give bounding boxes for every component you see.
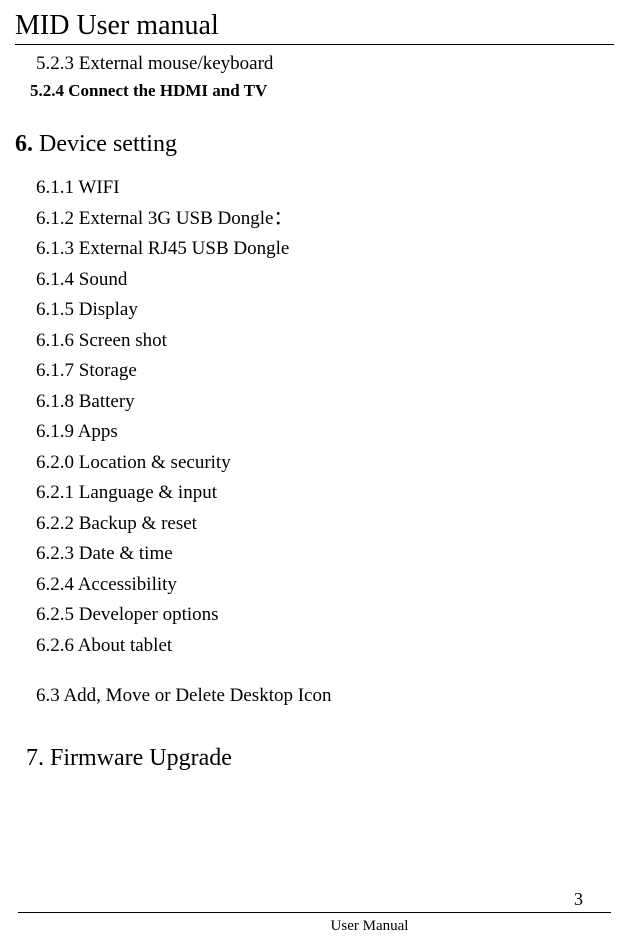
toc-num: 5.2.4 [30, 81, 64, 100]
toc-num: 6.2.2 [36, 513, 74, 534]
toc-text: About tablet [78, 635, 172, 656]
toc-text: Date & time [79, 543, 173, 564]
toc-item: 5.2.3 External mouse/keyboard [0, 53, 629, 75]
toc-text: External mouse/keyboard [79, 53, 274, 74]
toc-num: 6.2.5 [36, 604, 74, 625]
toc-text: Developer options [79, 604, 219, 625]
toc-entry: 6.2.0 Location & security [0, 449, 629, 478]
toc-text: Connect the HDMI and TV [68, 81, 267, 100]
section-num: 6. [15, 131, 33, 157]
toc-text: Battery [79, 391, 135, 412]
toc-entry: 6.2.5 Developer options [0, 601, 629, 630]
toc-entry: 6.2.2 Backup & reset [0, 510, 629, 539]
toc-text: Location & security [79, 452, 231, 473]
toc-num: 6.1.2 [36, 208, 74, 229]
toc-num: 6.1.3 [36, 238, 74, 259]
toc-text: Apps [78, 421, 118, 442]
toc-text: Add, Move or Delete Desktop Icon [63, 685, 331, 706]
toc-entry: 6.2.4 Accessibility [0, 571, 629, 600]
toc-entry: 6.1.1 WIFI [0, 174, 629, 203]
toc-text: Backup & reset [79, 513, 197, 534]
page-header: MID User manual [15, 0, 614, 45]
toc-entry: 6.1.7 Storage [0, 357, 629, 386]
toc-entry: 6.1.8 Battery [0, 388, 629, 417]
toc-entry: 6.1.9 Apps [0, 418, 629, 447]
footer-text: User Manual [0, 918, 629, 935]
toc-num: 5.2.3 [36, 53, 74, 74]
toc-entry: 6.1.3 External RJ45 USB Dongle [0, 235, 629, 264]
toc-entry: 6.2.6 About tablet [0, 632, 629, 661]
section-text: Device setting [39, 131, 177, 157]
toc-text: External RJ45 USB Dongle [79, 238, 290, 259]
toc-num: 6.3 [36, 685, 60, 706]
toc-entry: 6.1.6 Screen shot [0, 327, 629, 356]
toc-num: 6.1.5 [36, 299, 74, 320]
toc-entry: 6.1.2 External 3G USB Dongle： [0, 205, 629, 234]
toc-text: Display [79, 299, 138, 320]
toc-text: Sound [79, 269, 128, 290]
toc-entry: 6.1.4 Sound [0, 266, 629, 295]
toc-text: Language & input [79, 482, 217, 503]
section-heading-7: 7. Firmware Upgrade [0, 745, 629, 772]
toc-entry: 6.3 Add, Move or Delete Desktop Icon [0, 682, 629, 711]
toc-num: 6.1.7 [36, 360, 74, 381]
toc-entry: 6.2.1 Language & input [0, 479, 629, 508]
toc-num: 6.1.4 [36, 269, 74, 290]
toc-text: Storage [79, 360, 137, 381]
toc-entry: 6.2.3 Date & time [0, 540, 629, 569]
page-number: 3 [18, 889, 611, 913]
toc-text: Accessibility [78, 574, 177, 595]
toc-num: 6.2.0 [36, 452, 74, 473]
toc-num: 6.2.4 [36, 574, 74, 595]
toc-num: 6.2.1 [36, 482, 74, 503]
toc-text: Screen shot [79, 330, 167, 351]
toc-num: 6.2.3 [36, 543, 74, 564]
toc-text: WIFI [78, 177, 119, 198]
toc-num: 6.1.6 [36, 330, 74, 351]
toc-num: 6.1.8 [36, 391, 74, 412]
toc-num: 6.2.6 [36, 635, 74, 656]
toc-num: 6.1.1 [36, 177, 74, 198]
section-heading-6: 6. Device setting [0, 131, 629, 158]
toc-item-bold: 5.2.4 Connect the HDMI and TV [0, 81, 629, 101]
toc-num: 6.1.9 [36, 421, 74, 442]
toc-text: External 3G USB Dongle： [79, 208, 293, 229]
toc-entry: 6.1.5 Display [0, 296, 629, 325]
